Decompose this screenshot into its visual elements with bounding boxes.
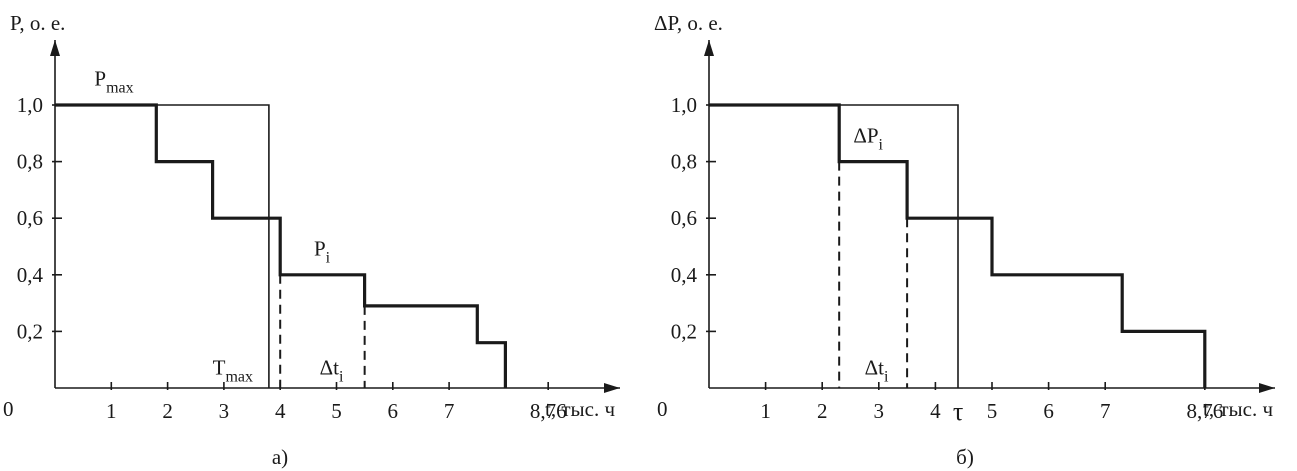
annotation-label: Δti <box>865 355 889 385</box>
x-axis-arrow-icon <box>1259 383 1275 393</box>
x-tick-label: 1 <box>106 399 117 423</box>
annotation-label: Pi <box>314 236 331 266</box>
panel-a: P, о. е. t, тыс. ч 0 0,2 0,4 0,6 0,8 1,0 1 2 3 4 5 6 7… <box>3 11 620 469</box>
x-tick-label: 8,76 <box>530 399 567 423</box>
x-tick-label: 1 <box>760 399 771 423</box>
y-tick-label: 0,8 <box>671 150 697 174</box>
origin-label: 0 <box>3 397 14 421</box>
x-tick-label: 8,76 <box>1186 399 1223 423</box>
panel-caption: б) <box>956 445 974 469</box>
x-tick-label: 6 <box>388 399 399 423</box>
y-tick-label: 0,6 <box>671 206 697 230</box>
annotation-label: ΔPi <box>853 123 883 153</box>
bound-series-line <box>55 104 270 388</box>
x-tick-label: 7 <box>444 399 455 423</box>
y-tick-label: 1,0 <box>671 93 697 117</box>
y-axis-label: ΔP, о. е. <box>654 11 723 35</box>
x-tick-label: 6 <box>1043 399 1054 423</box>
x-tick-label: 5 <box>331 399 342 423</box>
y-axis-arrow-icon <box>50 40 60 56</box>
y-axis-arrow-icon <box>704 40 714 56</box>
panel-b: ΔP, о. е. t, тыс. ч 0 0,2 0,4 0,6 0,8 1,0 1 2 3 4 5 6… <box>654 11 1275 469</box>
bound-series-line <box>709 104 959 388</box>
step-series-line <box>55 103 507 388</box>
y-tick-label: 0,6 <box>17 206 43 230</box>
annotation-label: Δti <box>320 355 344 385</box>
x-tick-label: 5 <box>987 399 998 423</box>
x-tick-label: 3 <box>874 399 885 423</box>
annotation-label: Tmax <box>213 355 253 385</box>
y-tick-label: 0,4 <box>17 263 44 287</box>
x-axis-label: t, тыс. ч <box>1203 397 1273 421</box>
y-tick-label: 0,2 <box>671 319 697 343</box>
annotation-label: Pmax <box>94 67 133 97</box>
step-series-line <box>709 103 1207 388</box>
y-tick-label: 0,2 <box>17 319 43 343</box>
x-tick-label: 7 <box>1100 399 1111 423</box>
panel-caption: а) <box>272 445 288 469</box>
x-tick-label: 4 <box>275 399 286 423</box>
x-tick-label: 4 <box>930 399 941 423</box>
x-tick-label: 2 <box>817 399 828 423</box>
x-tick-label: 3 <box>219 399 230 423</box>
x-axis-arrow-icon <box>604 383 620 393</box>
y-axis-label: P, о. е. <box>10 11 65 35</box>
y-tick-label: 0,8 <box>17 150 43 174</box>
y-tick-label: 1,0 <box>17 93 43 117</box>
origin-label: 0 <box>657 397 668 421</box>
x-axis-label: t, тыс. ч <box>545 397 615 421</box>
x-tau-label: τ <box>953 397 963 426</box>
y-tick-label: 0,4 <box>671 263 698 287</box>
x-tick-label: 2 <box>162 399 173 423</box>
